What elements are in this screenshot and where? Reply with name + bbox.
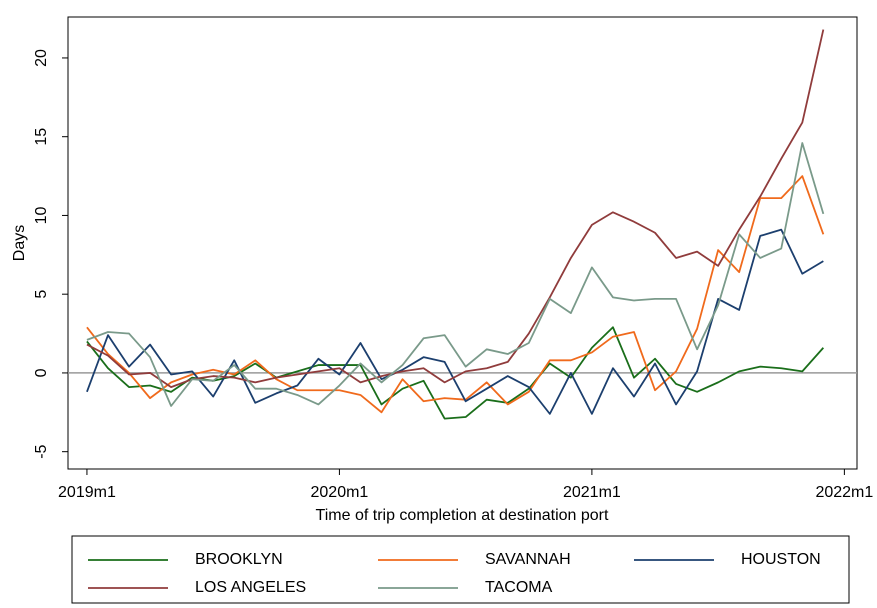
series-line <box>86 29 825 388</box>
legend-label: LOS ANGELES <box>195 579 306 596</box>
legend-label: TACOMA <box>485 579 553 596</box>
y-axis-label: Days <box>11 225 28 261</box>
y-tick-label: 5 <box>33 290 50 299</box>
y-tick-label: 20 <box>33 49 50 67</box>
plot-frame <box>67 16 858 470</box>
legend-label: BROOKLYN <box>195 551 283 568</box>
y-tick-label: 15 <box>33 128 50 146</box>
series-line <box>86 175 825 414</box>
y-tick-label: 0 <box>33 368 50 377</box>
y-tick-label: -5 <box>33 444 50 458</box>
x-tick-label: 2021m1 <box>563 484 621 501</box>
x-axis-label: Time of trip completion at destination p… <box>316 507 609 524</box>
legend-label: SAVANNAH <box>485 551 571 568</box>
y-tick-label: 10 <box>33 206 50 224</box>
series-line <box>86 142 825 407</box>
series-line <box>86 228 824 415</box>
legend-label: HOUSTON <box>741 551 821 568</box>
x-tick-label: 2020m1 <box>311 484 369 501</box>
legend-box <box>71 535 850 604</box>
x-tick-label: 2022m1 <box>815 484 873 501</box>
x-tick-label: 2019m1 <box>58 484 116 501</box>
